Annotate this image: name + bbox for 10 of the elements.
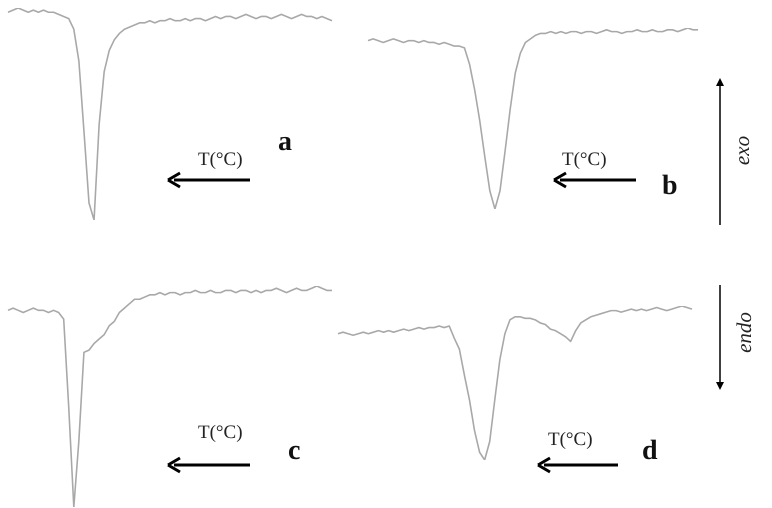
x-axis-title: T(°C)	[562, 149, 607, 170]
x-axis-title: T(°C)	[198, 149, 243, 170]
annotation: d	[642, 435, 658, 466]
annotation: c	[288, 435, 300, 466]
text: exo	[730, 136, 754, 166]
x-axis-title: T(°C)	[198, 422, 243, 443]
text: endo	[732, 312, 756, 353]
annotation: a	[278, 126, 292, 157]
annotation: b	[662, 170, 678, 201]
x-axis-title: T(°C)	[548, 429, 593, 450]
